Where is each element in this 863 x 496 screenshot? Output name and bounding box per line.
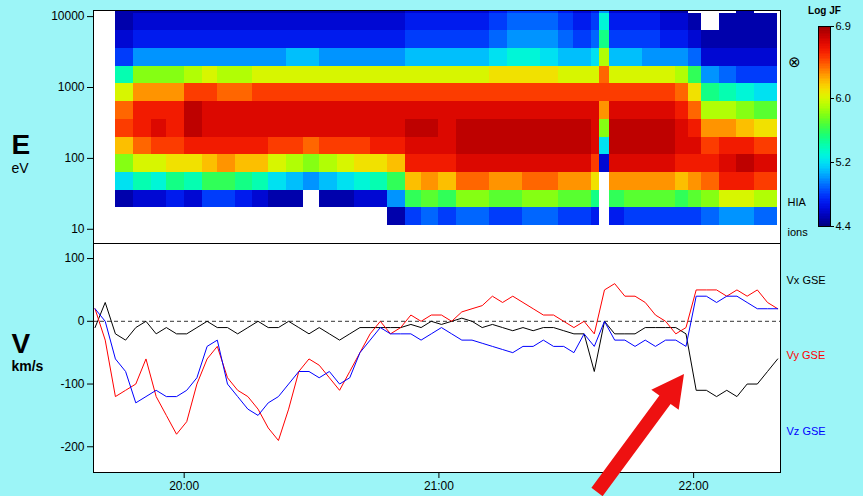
svg-text:-200: -200 [60, 440, 84, 454]
svg-text:0: 0 [78, 314, 85, 328]
svg-text:1000: 1000 [58, 80, 85, 94]
svg-text:6.0: 6.0 [836, 92, 851, 104]
svg-text:V: V [12, 328, 31, 359]
svg-text:eV: eV [12, 160, 30, 176]
svg-text:5.2: 5.2 [836, 156, 851, 168]
svg-text:HIA: HIA [788, 196, 807, 208]
svg-text:Vy GSE: Vy GSE [787, 349, 826, 361]
svg-text:20:00: 20:00 [169, 479, 199, 493]
svg-text:4.4: 4.4 [836, 220, 851, 232]
svg-text:ions: ions [788, 226, 809, 238]
svg-text:E: E [12, 129, 31, 160]
svg-text:10000: 10000 [51, 9, 85, 23]
svg-text:10: 10 [71, 222, 85, 236]
svg-text:100: 100 [64, 251, 84, 265]
svg-text:Log JF: Log JF [808, 5, 841, 16]
svg-text:⊗: ⊗ [788, 53, 801, 70]
svg-text:100: 100 [64, 151, 84, 165]
svg-text:-100: -100 [60, 377, 84, 391]
svg-text:21:00: 21:00 [424, 479, 454, 493]
svg-text:Vx GSE: Vx GSE [787, 274, 826, 286]
svg-text:22:00: 22:00 [679, 479, 709, 493]
svg-text:km/s: km/s [12, 358, 44, 374]
svg-text:Vz GSE: Vz GSE [787, 425, 826, 437]
svg-text:6.9: 6.9 [836, 20, 851, 32]
